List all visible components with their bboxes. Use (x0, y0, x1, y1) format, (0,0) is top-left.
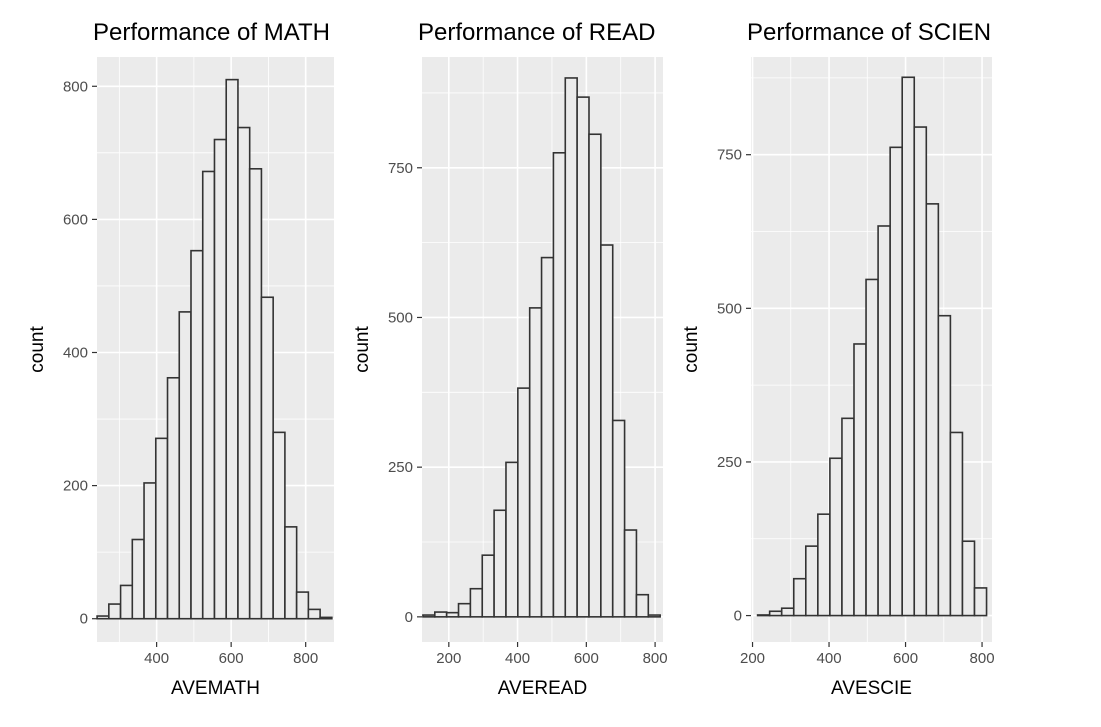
histogram-bar (949, 431, 964, 617)
y-tick-label: 400 (63, 344, 88, 361)
histogram-bar (307, 608, 321, 620)
histogram-bar (865, 278, 879, 617)
chart-panel: 200 400 600 800 0 250 500 750 AVEREAD count Perfor… (352, 19, 668, 699)
y-tick-label: 750 (388, 160, 413, 177)
histogram-bar (600, 244, 614, 618)
histogram-bar (768, 610, 783, 617)
y-tick-label: 500 (717, 300, 742, 317)
histogram-bar (154, 437, 169, 620)
histogram-bar (564, 77, 578, 618)
histogram-bar (422, 614, 436, 618)
y-tick-label: 800 (63, 78, 88, 95)
x-tick-label: 400 (817, 650, 842, 667)
histogram-bar (225, 78, 239, 620)
x-tick-label: 400 (505, 650, 530, 667)
histogram-bar (190, 249, 204, 620)
histogram-bar (961, 540, 976, 617)
x-tick-label: 200 (436, 650, 461, 667)
histogram-bar (108, 603, 122, 620)
x-axis-title: AVEMATH (171, 678, 260, 699)
histogram-bar (792, 577, 807, 617)
chart-panel: 400 600 800 0 200 400 600 800 AVEMATH count Perfor… (27, 19, 334, 699)
histogram-bar (213, 138, 228, 620)
y-axis-title: count (352, 326, 373, 373)
histogram-bar (237, 126, 251, 620)
x-tick-label: 600 (574, 650, 599, 667)
y-tick-label: 750 (717, 147, 742, 164)
histogram-bar (877, 225, 891, 617)
histogram-bar (445, 611, 460, 618)
x-tick-label: 800 (970, 650, 995, 667)
histogram-bar (434, 611, 448, 618)
histogram-bar (505, 461, 519, 618)
histogram-bar (588, 133, 602, 618)
x-axis-title: AVEREAD (498, 678, 587, 699)
histogram-bar (96, 615, 110, 620)
x-tick-label: 600 (893, 650, 918, 667)
histogram-bar (937, 314, 952, 617)
histogram-bar (901, 76, 916, 617)
histogram-bar (481, 554, 495, 618)
histogram-bar (647, 614, 661, 618)
histogram-bar (853, 343, 867, 617)
chart-title: Performance of SCIENCE (747, 19, 1024, 46)
histogram-bar (319, 616, 333, 620)
histogram-bar (284, 526, 298, 620)
x-tick-label: 200 (740, 650, 765, 667)
histogram-bar (817, 513, 831, 617)
histogram-bar (248, 168, 263, 620)
histogram-bar (143, 482, 157, 620)
histogram-bar (841, 417, 855, 617)
y-tick-label: 250 (388, 459, 413, 476)
y-tick-label: 250 (717, 454, 742, 471)
histogram-bar (528, 307, 543, 618)
histogram-bar (829, 457, 843, 617)
histogram-bar (635, 593, 650, 618)
chart-title: Performance of MATH (93, 19, 330, 46)
histogram-bar (623, 529, 638, 618)
y-tick-label: 0 (405, 609, 413, 626)
histogram-bar (119, 584, 134, 620)
histogram-bar (201, 170, 216, 620)
chart-title: Performance of READ (418, 19, 655, 46)
y-tick-label: 0 (734, 608, 742, 625)
histogram-bar (517, 387, 531, 618)
y-tick-label: 200 (63, 478, 88, 495)
x-tick-label: 600 (219, 650, 244, 667)
histogram-bar (166, 376, 181, 620)
y-tick-label: 600 (63, 211, 88, 228)
histogram-bar (576, 96, 590, 618)
y-tick-label: 500 (388, 309, 413, 326)
y-axis-title: count (27, 326, 48, 373)
histogram-bar (272, 431, 286, 620)
histogram-bar (469, 587, 484, 618)
histogram-bar (178, 311, 192, 620)
histogram-bar (295, 591, 310, 620)
histogram-bar (756, 614, 771, 617)
histogram-bar (804, 545, 819, 617)
histogram-bar (552, 152, 567, 618)
x-tick-label: 800 (293, 650, 318, 667)
histogram-bar (889, 146, 903, 617)
histogram-bar (457, 602, 472, 618)
x-tick-label: 800 (643, 650, 668, 667)
histogram-bar (925, 203, 940, 617)
histogram-bar (780, 607, 795, 617)
histogram-bar (913, 126, 928, 617)
histogram-bar (260, 296, 274, 620)
histogram-bar (611, 419, 626, 618)
y-axis-title: count (681, 326, 702, 373)
histogram-bar (540, 256, 555, 618)
x-tick-label: 400 (144, 650, 169, 667)
histogram-bar (131, 538, 145, 620)
y-tick-label: 0 (80, 611, 88, 628)
histogram-bar (973, 587, 988, 617)
histogram-bar (493, 509, 507, 618)
x-axis-title: AVESCIE (831, 678, 912, 699)
chart-panel: 200 400 600 800 0 250 500 750 AVESCIE count Perfor… (681, 19, 1024, 699)
